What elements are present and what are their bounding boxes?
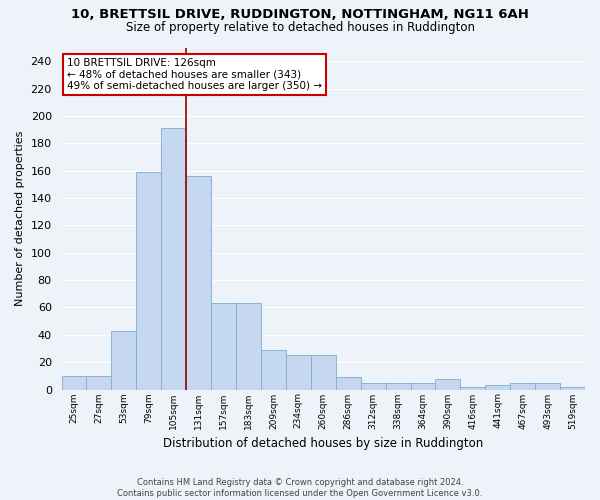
Bar (386, 382, 410, 390)
Bar (211, 304, 236, 390)
Text: 10 BRETTSIL DRIVE: 126sqm
← 48% of detached houses are smaller (343)
49% of semi: 10 BRETTSIL DRIVE: 126sqm ← 48% of detac… (67, 58, 322, 91)
Bar (535, 382, 560, 390)
Bar (62, 376, 86, 390)
X-axis label: Distribution of detached houses by size in Ruddington: Distribution of detached houses by size … (163, 437, 484, 450)
Bar (86, 376, 112, 390)
Text: Contains HM Land Registry data © Crown copyright and database right 2024.
Contai: Contains HM Land Registry data © Crown c… (118, 478, 482, 498)
Bar (460, 387, 485, 390)
Bar (161, 128, 186, 390)
Text: 10, BRETTSIL DRIVE, RUDDINGTON, NOTTINGHAM, NG11 6AH: 10, BRETTSIL DRIVE, RUDDINGTON, NOTTINGH… (71, 8, 529, 20)
Bar (436, 378, 460, 390)
Bar (112, 330, 136, 390)
Bar (186, 176, 211, 390)
Bar (336, 377, 361, 390)
Bar (236, 304, 261, 390)
Y-axis label: Number of detached properties: Number of detached properties (15, 131, 25, 306)
Bar (311, 356, 336, 390)
Bar (136, 172, 161, 390)
Bar (560, 387, 585, 390)
Bar (261, 350, 286, 390)
Bar (410, 382, 436, 390)
Bar (510, 382, 535, 390)
Text: Size of property relative to detached houses in Ruddington: Size of property relative to detached ho… (125, 21, 475, 34)
Bar (286, 356, 311, 390)
Bar (485, 386, 510, 390)
Bar (361, 382, 386, 390)
